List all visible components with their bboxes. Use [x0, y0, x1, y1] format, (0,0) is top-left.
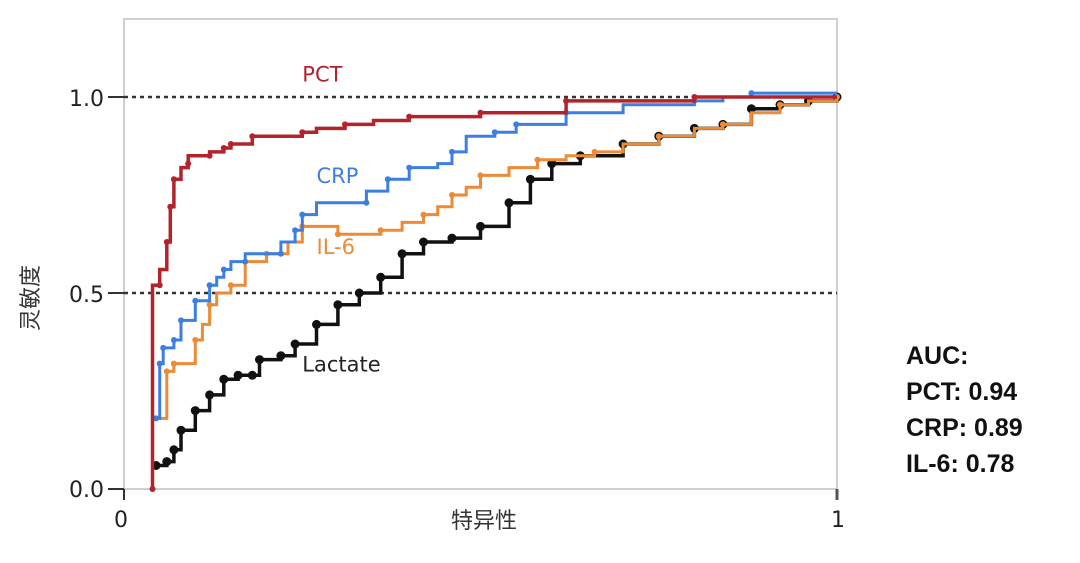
data-point-il-6 [477, 172, 484, 179]
data-point-il-6 [377, 227, 384, 234]
data-point-crp [170, 337, 177, 343]
data-point-il-6 [334, 231, 341, 238]
data-point-lactate [419, 237, 428, 247]
data-point-pct [206, 152, 213, 159]
data-point-lactate [525, 174, 535, 184]
data-point-lactate [233, 370, 243, 380]
data-point-pct [406, 113, 413, 120]
data-point-crp [748, 90, 755, 97]
data-point-crp [491, 129, 498, 136]
plot-frame [123, 18, 838, 490]
data-point-crp [384, 176, 391, 183]
data-point-crp [449, 148, 455, 155]
data-point-pct [167, 203, 174, 210]
auc-title: AUC: [906, 342, 969, 370]
curve-pct [150, 95, 837, 489]
data-point-lactate [276, 351, 286, 361]
data-point-crp [206, 282, 213, 289]
data-point-pct [170, 176, 177, 183]
data-point-lactate [476, 221, 485, 231]
curve-crp [156, 91, 837, 420]
data-point-il-6 [170, 360, 177, 367]
data-point-pct [163, 239, 170, 245]
data-point-crp [292, 227, 299, 234]
auc-summary: AUC: PCT: 0.94 CRP: 0.89 IL-6: 0.78 [906, 338, 1023, 482]
series-pct [149, 94, 837, 492]
data-point-crp [220, 266, 227, 273]
series-label-pct: PCT [302, 62, 342, 86]
data-point-pct [477, 109, 484, 116]
data-point-pct [342, 121, 348, 128]
data-point-crp [160, 344, 167, 351]
data-point-il-6 [534, 156, 541, 163]
series-label-crp: CRP [317, 164, 359, 188]
data-point-il-6 [420, 211, 427, 218]
auc-crp: CRP: 0.89 [906, 414, 1023, 442]
data-point-lactate [219, 374, 229, 384]
data-point-il-6 [655, 133, 662, 140]
auc-pct: PCT: 0.94 [906, 378, 1018, 406]
data-point-crp [178, 317, 184, 324]
data-point-lactate [447, 233, 457, 243]
x-tick-label-0: 0 [114, 508, 128, 533]
y-axis-label: 灵敏度 [19, 265, 44, 331]
data-point-il-6 [591, 148, 598, 155]
series-layer [149, 90, 842, 492]
data-point-il-6 [227, 282, 234, 289]
data-point-pct [149, 486, 156, 492]
data-point-il-6 [163, 368, 170, 375]
data-point-crp [156, 360, 163, 367]
data-point-pct [227, 141, 234, 147]
series-label-lactate: Lactate [302, 352, 380, 376]
data-point-il-6 [449, 192, 455, 198]
data-point-lactate [354, 288, 364, 298]
series-labels: Lactate IL-6 CRP PCT [302, 62, 380, 376]
data-point-il-6 [192, 337, 199, 343]
data-point-pct [220, 145, 227, 151]
data-point-lactate [746, 104, 756, 114]
data-point-lactate [169, 445, 179, 455]
data-point-lactate [162, 457, 172, 467]
auc-il6: IL-6: 0.78 [906, 450, 1015, 478]
y-tick-label-0-5: 0.5 [69, 283, 104, 308]
data-point-lactate [190, 406, 200, 416]
data-point-pct [691, 94, 698, 100]
data-point-crp [363, 199, 370, 206]
data-point-lactate [176, 425, 186, 435]
y-tick-label-1-0: 1.0 [69, 87, 104, 112]
data-point-crp [153, 415, 160, 422]
data-point-lactate [247, 370, 257, 380]
data-point-lactate [397, 249, 407, 259]
data-point-crp [277, 250, 284, 257]
data-point-lactate [205, 390, 215, 400]
data-point-pct [563, 97, 570, 104]
data-point-lactate [255, 355, 264, 365]
x-tick-label-1: 1 [831, 508, 845, 533]
data-point-pct [249, 133, 256, 140]
data-point-pct [156, 282, 163, 289]
data-point-crp [192, 297, 199, 304]
data-point-pct [299, 129, 306, 136]
series-label-il-6: IL-6 [317, 235, 355, 259]
data-point-pct [185, 160, 192, 167]
data-point-lactate [547, 159, 557, 169]
data-point-il-6 [719, 121, 726, 128]
data-point-crp [299, 211, 306, 218]
data-point-lactate [290, 339, 300, 349]
y-tick-label-0-0: 0.0 [69, 478, 104, 503]
data-point-crp [242, 258, 249, 265]
data-point-il-6 [777, 101, 783, 108]
data-point-lactate [504, 198, 514, 208]
data-point-crp [406, 164, 413, 171]
data-point-lactate [333, 300, 343, 310]
data-point-lactate [376, 272, 386, 282]
data-point-il-6 [206, 301, 213, 308]
x-axis-label: 特异性 [451, 509, 517, 534]
data-point-crp [513, 121, 520, 128]
data-point-lactate [312, 319, 321, 329]
